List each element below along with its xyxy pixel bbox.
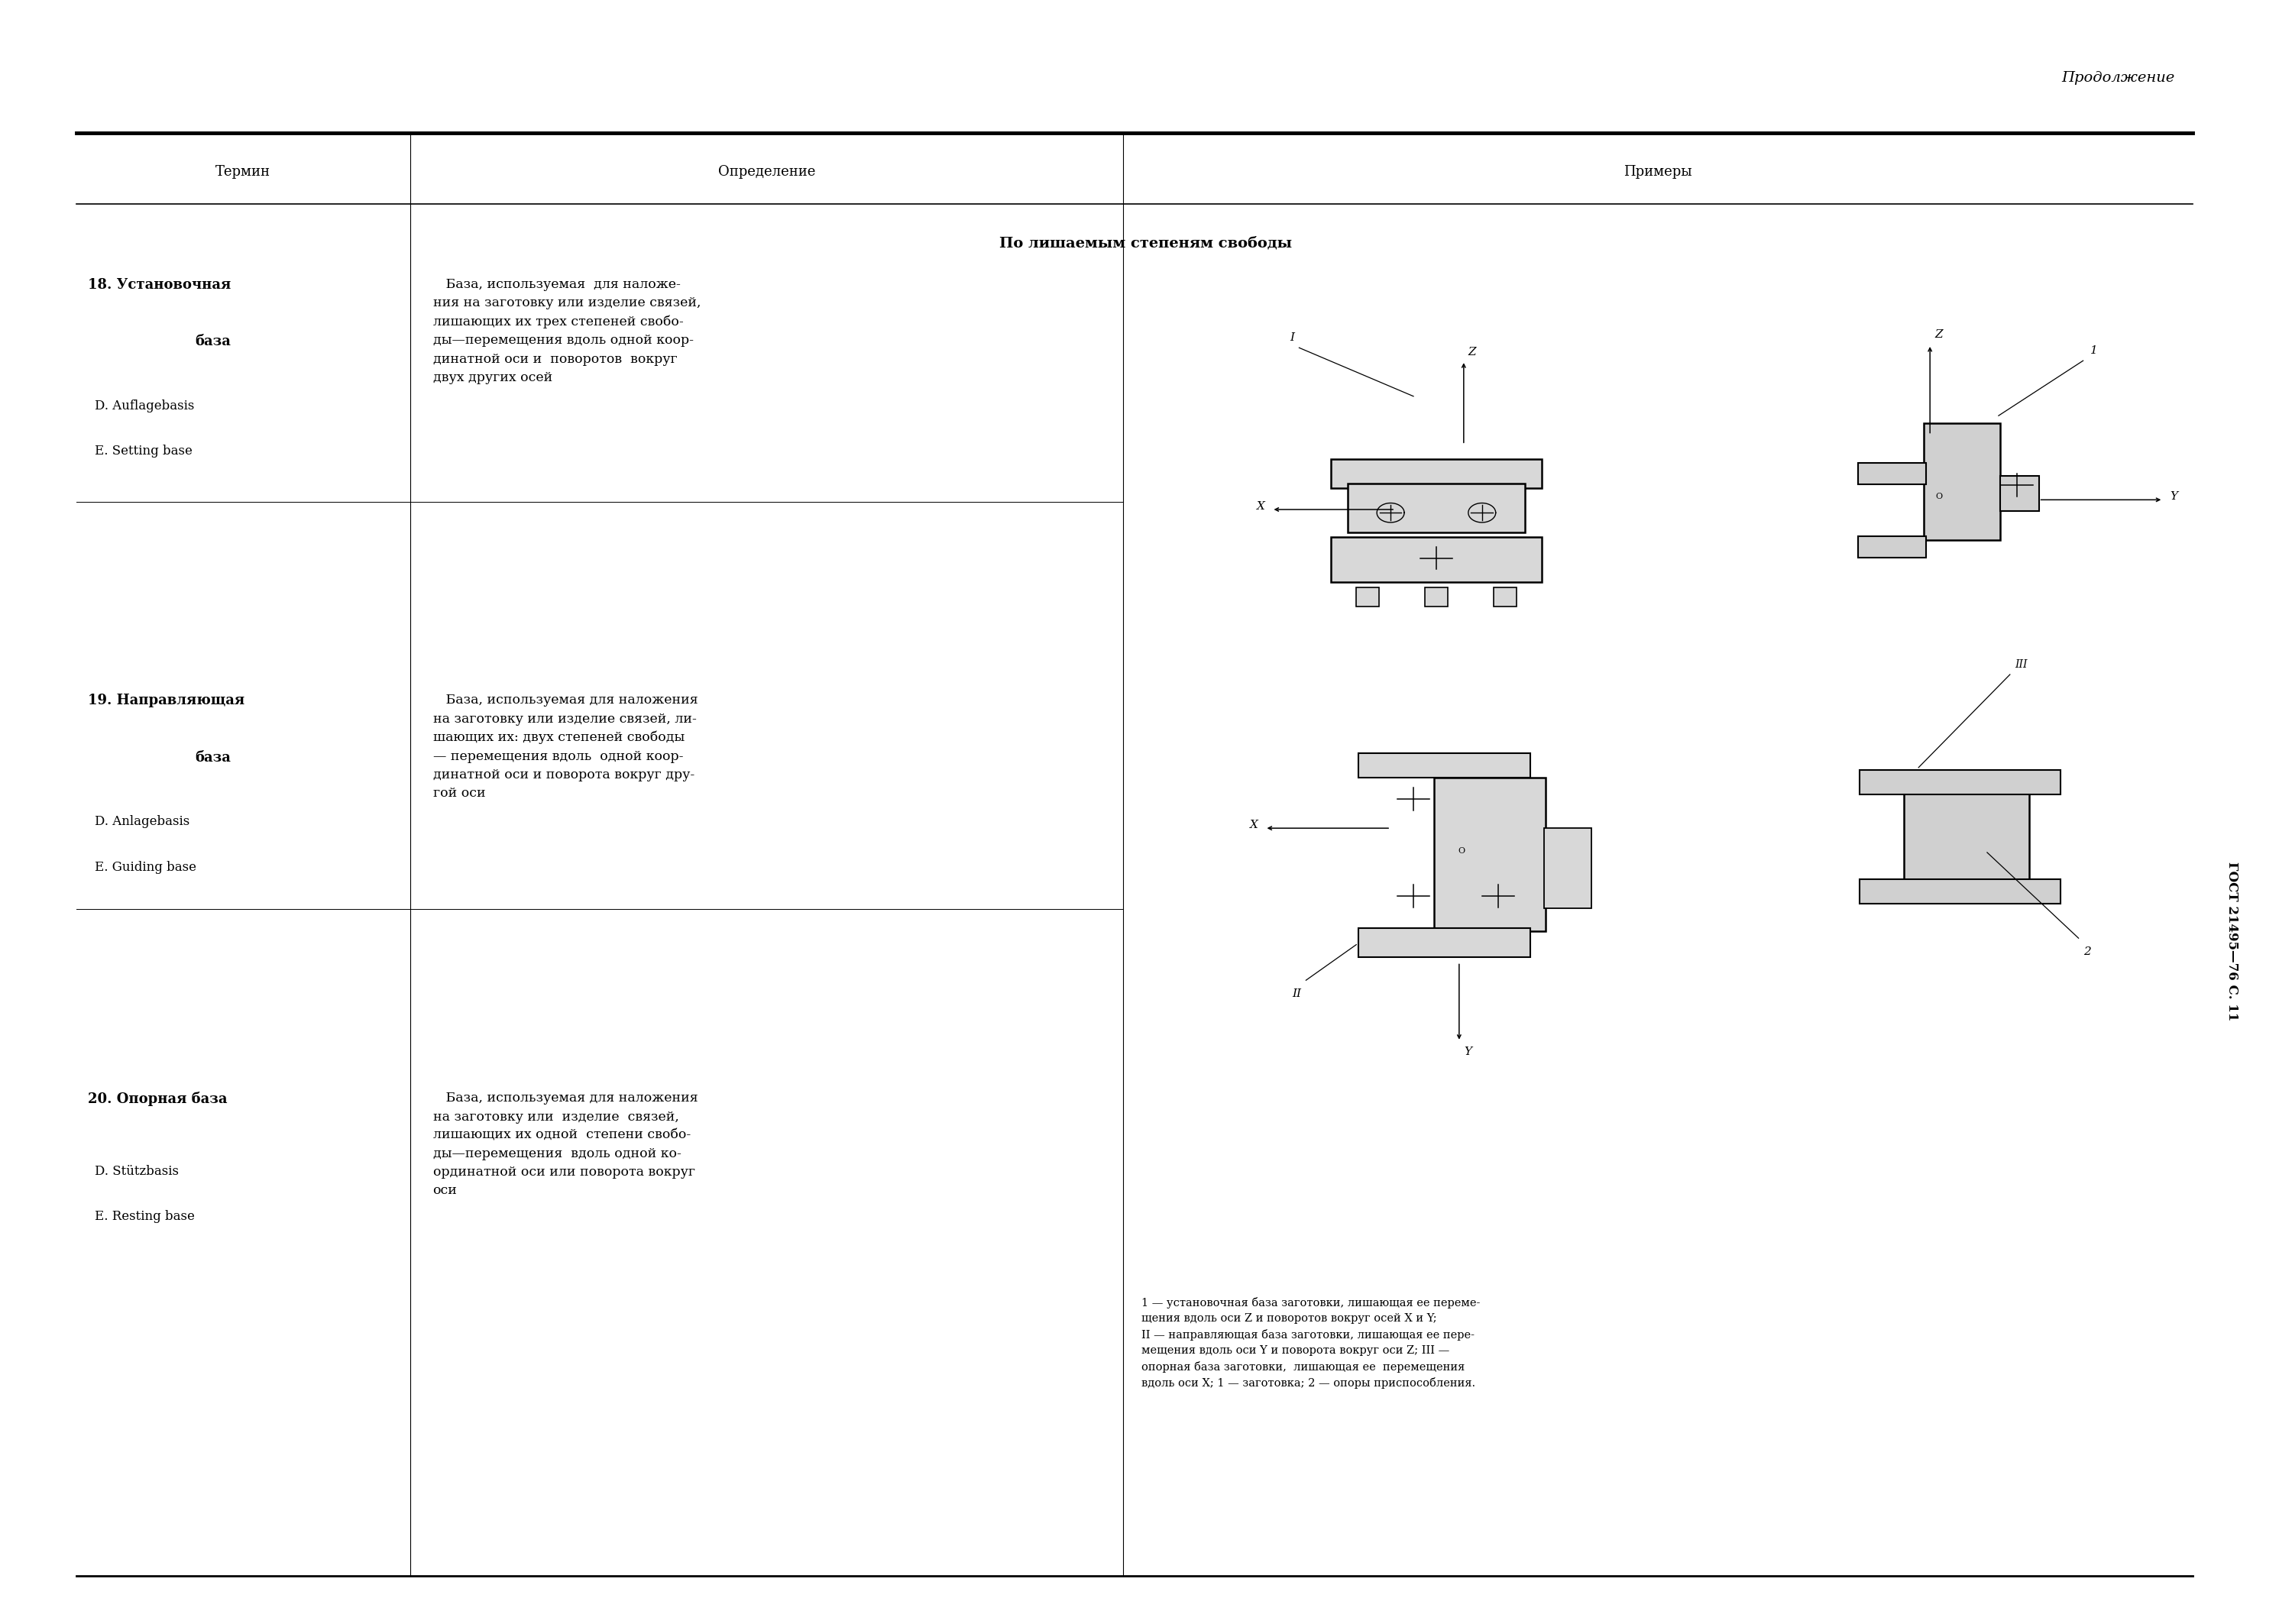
Text: D. Auflagebasis: D. Auflagebasis (94, 400, 195, 412)
Text: База, используемая для наложения
на заготовку или изделие связей, ли-
шающих их:: База, используемая для наложения на заго… (433, 693, 697, 799)
Text: II: II (1293, 989, 1302, 999)
Bar (1357, 588, 1380, 606)
Text: База, используемая  для наложе-
ния на заготовку или изделие связей,
лишающих их: База, используемая для наложе- ния на за… (433, 278, 701, 383)
Bar (1359, 754, 1531, 778)
Text: По лишаемым степеням свободы: По лишаемым степеням свободы (999, 235, 1293, 250)
Bar (2001, 476, 2040, 512)
Text: X: X (1256, 500, 1265, 512)
Text: Примеры: Примеры (1623, 166, 1691, 179)
Text: 19. Направляющая: 19. Направляющая (87, 693, 245, 708)
Text: База, используемая для наложения
на заготовку или  изделие  связей,
лишающих их : База, используемая для наложения на заго… (433, 1091, 697, 1197)
Text: III: III (2015, 659, 2026, 669)
Text: D. Stützbasis: D. Stützbasis (94, 1164, 179, 1177)
Bar (1348, 484, 1524, 533)
Text: ГОСТ 21495—76 С. 11: ГОСТ 21495—76 С. 11 (2226, 862, 2239, 1021)
Bar (1923, 424, 2001, 539)
Text: 20. Опорная база: 20. Опорная база (87, 1091, 227, 1106)
Bar (1435, 778, 1545, 931)
Text: база: база (195, 335, 231, 349)
Text: Z: Z (1469, 348, 1476, 357)
Bar (1332, 538, 1543, 583)
Bar (1426, 588, 1449, 606)
Text: E. Guiding base: E. Guiding base (94, 861, 197, 874)
Bar (1905, 780, 2028, 879)
Text: база: база (195, 750, 231, 765)
Bar (1359, 929, 1531, 958)
Text: X: X (1249, 820, 1258, 830)
Bar (1859, 770, 2061, 794)
Text: 1: 1 (2090, 346, 2097, 356)
Bar (1545, 828, 1591, 908)
Text: O: O (1458, 848, 1465, 854)
Bar (1494, 588, 1517, 606)
Text: Y: Y (2171, 490, 2177, 502)
Text: Термин: Термин (215, 166, 270, 179)
Bar (1859, 463, 1925, 484)
Text: 1 — установочная база заготовки, лишающая ее переме-
щения вдоль оси Z и поворот: 1 — установочная база заготовки, лишающа… (1141, 1298, 1481, 1389)
Text: 18. Установочная: 18. Установочная (87, 278, 231, 292)
Bar (1859, 879, 2061, 903)
Text: O: O (1937, 492, 1944, 500)
Text: Y: Y (1465, 1046, 1471, 1057)
Text: Определение: Определение (717, 166, 816, 179)
Text: I: I (1290, 333, 1295, 343)
Text: Z: Z (1934, 330, 1944, 339)
Bar (1859, 536, 1925, 557)
Text: 2: 2 (2083, 947, 2090, 957)
Text: E. Setting base: E. Setting base (94, 445, 193, 458)
Text: D. Anlagebasis: D. Anlagebasis (94, 815, 190, 828)
Bar (1332, 460, 1543, 489)
Text: E. Resting base: E. Resting base (94, 1210, 195, 1223)
Text: Продолжение: Продолжение (2061, 71, 2175, 84)
